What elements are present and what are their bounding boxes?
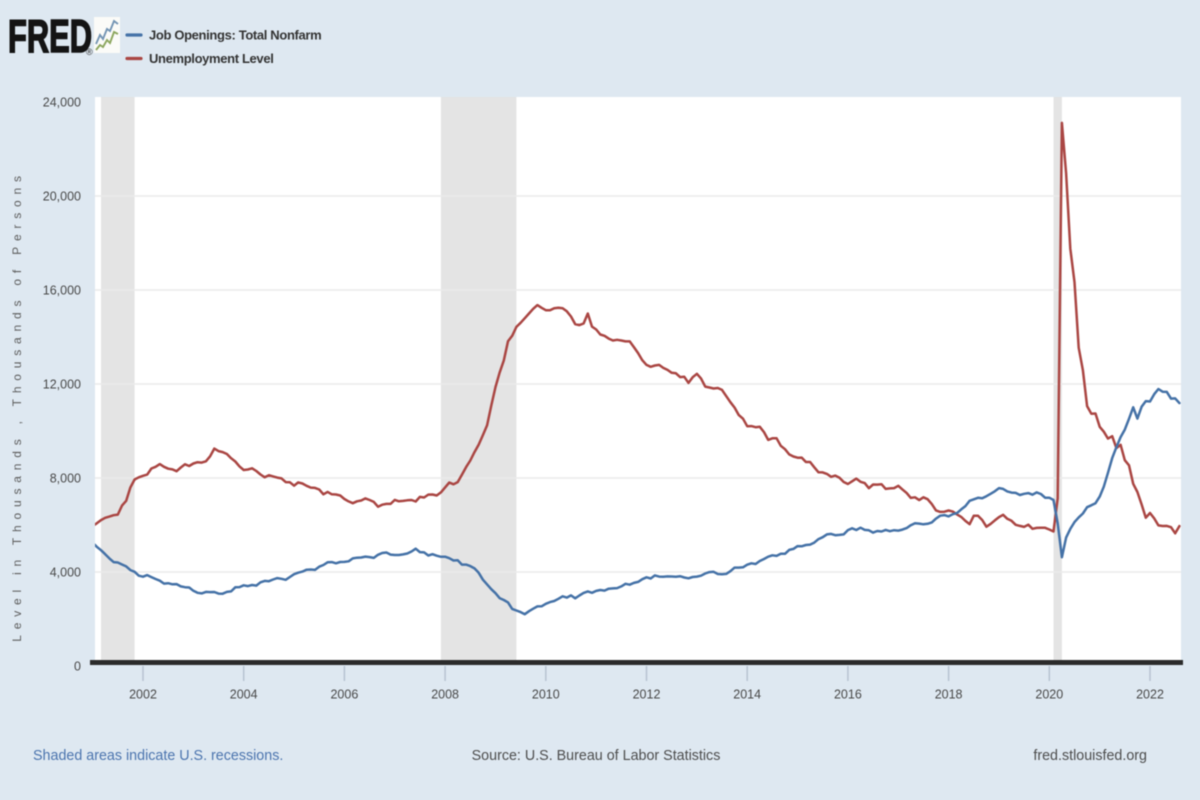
svg-text:Unemployment Level: Unemployment Level bbox=[149, 51, 273, 66]
svg-text:2006: 2006 bbox=[330, 688, 358, 702]
svg-text:FRED: FRED bbox=[8, 10, 92, 62]
svg-text:2022: 2022 bbox=[1136, 688, 1164, 702]
svg-text:20,000: 20,000 bbox=[43, 189, 81, 203]
svg-text:2010: 2010 bbox=[532, 688, 560, 702]
svg-text:24,000: 24,000 bbox=[43, 95, 81, 109]
svg-text:2018: 2018 bbox=[935, 688, 963, 702]
svg-text:2016: 2016 bbox=[834, 688, 862, 702]
svg-text:Level in Thousands , Thousands: Level in Thousands , Thousands of Person… bbox=[10, 170, 24, 642]
svg-text:2012: 2012 bbox=[633, 688, 661, 702]
svg-text:Source: U.S. Bureau of Labor S: Source: U.S. Bureau of Labor Statistics bbox=[472, 748, 721, 764]
svg-text:fred.stlouisfed.org: fred.stlouisfed.org bbox=[1033, 748, 1147, 764]
svg-text:2020: 2020 bbox=[1035, 688, 1063, 702]
svg-text:2008: 2008 bbox=[431, 688, 459, 702]
svg-text:2004: 2004 bbox=[230, 688, 258, 702]
svg-text:12,000: 12,000 bbox=[43, 377, 81, 391]
svg-text:Shaded areas indicate U.S. rec: Shaded areas indicate U.S. recessions. bbox=[33, 748, 283, 764]
svg-text:8,000: 8,000 bbox=[50, 471, 81, 485]
svg-text:4,000: 4,000 bbox=[50, 565, 81, 579]
svg-text:2002: 2002 bbox=[129, 688, 157, 702]
svg-text:Job Openings: Total Nonfarm: Job Openings: Total Nonfarm bbox=[149, 28, 321, 43]
svg-text:0: 0 bbox=[74, 659, 81, 673]
svg-text:2014: 2014 bbox=[733, 688, 761, 702]
svg-text:®: ® bbox=[86, 47, 93, 57]
svg-text:16,000: 16,000 bbox=[43, 283, 81, 297]
